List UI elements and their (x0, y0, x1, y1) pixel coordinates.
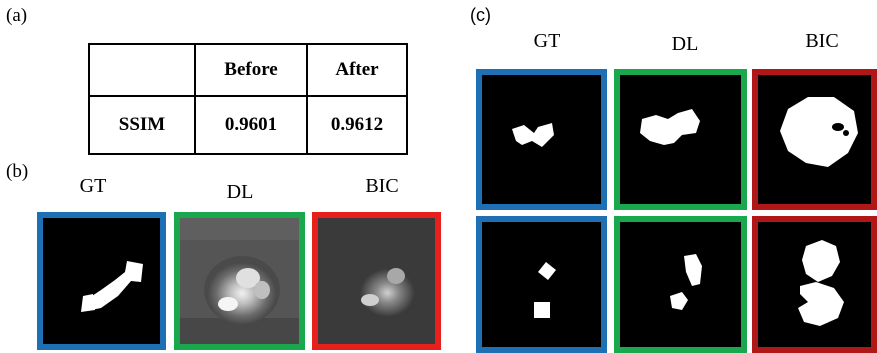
panel-c-header-gt: GT (533, 30, 561, 52)
panel-label-a: (a) (6, 5, 28, 26)
panel-c-header-dl: DL (671, 33, 699, 55)
panel-b-header-bic: BIC (365, 175, 399, 197)
table-header-before: Before (194, 43, 308, 97)
panel-label-b: (b) (6, 161, 29, 182)
panel-b-header-gt: GT (79, 175, 107, 197)
panel-c-row1-bic-image (752, 69, 877, 210)
table-header-after: After (306, 43, 408, 97)
table-cell-before: 0.9601 (194, 95, 308, 155)
panel-c-row1-gt-image (476, 69, 607, 210)
table-header-empty (88, 43, 196, 97)
panel-c-row1-dl-image (614, 69, 747, 210)
ssim-table: Before After SSIM 0.9601 0.9612 (88, 43, 408, 155)
table-row-label: SSIM (88, 95, 196, 155)
panel-c-row2-dl-image (614, 216, 747, 353)
table-header-row: Before After (88, 43, 408, 97)
panel-c-row2-gt-image (476, 216, 607, 353)
panel-c-row2-bic-image (752, 216, 877, 353)
panel-b-dl-image (174, 212, 305, 350)
panel-b-bic-image (312, 212, 441, 350)
panel-b-gt-image (37, 212, 166, 350)
table-row: SSIM 0.9601 0.9612 (88, 95, 408, 155)
panel-label-c: (c) (470, 5, 491, 25)
panel-c-header-bic: BIC (805, 30, 839, 52)
panel-b-header-dl: DL (226, 181, 254, 203)
table-cell-after: 0.9612 (306, 95, 408, 155)
